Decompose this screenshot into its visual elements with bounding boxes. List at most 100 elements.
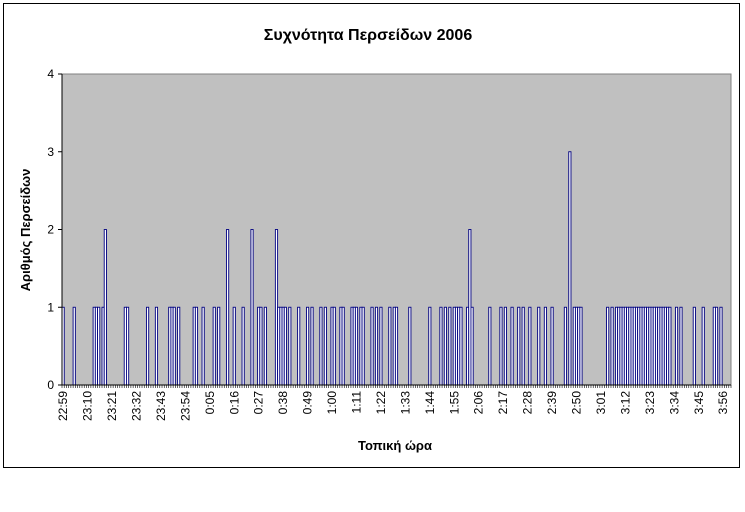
x-tick-label: 2:50 <box>570 391 584 415</box>
bar <box>470 306 474 386</box>
bar <box>521 306 525 386</box>
y-tick-label: 2 <box>47 223 54 237</box>
bar <box>354 306 359 386</box>
bar <box>146 306 150 386</box>
bar <box>668 306 672 386</box>
x-tick-label: 0:05 <box>203 391 217 415</box>
bar <box>517 306 521 386</box>
y-tick-label: 4 <box>47 67 54 81</box>
bar <box>510 306 514 386</box>
x-tick-label: 22:59 <box>56 391 70 421</box>
bar <box>217 306 221 386</box>
y-axis-ticks: 0 1 2 3 4 <box>47 67 62 392</box>
x-tick-label: 2:39 <box>545 391 559 415</box>
bar <box>323 306 327 386</box>
x-tick-label: 23:10 <box>81 391 95 421</box>
bar <box>379 306 383 386</box>
x-tick-label: 0:16 <box>227 391 241 415</box>
bar <box>263 306 267 386</box>
bar <box>610 306 614 386</box>
x-tick-label: 0:49 <box>301 391 315 415</box>
bar <box>692 306 696 386</box>
bar <box>428 306 432 386</box>
x-tick-label: 1:33 <box>398 391 412 415</box>
bar <box>443 306 447 386</box>
x-tick-label: 0:38 <box>276 391 290 415</box>
bar <box>439 306 443 386</box>
x-tick-label: 0:27 <box>252 391 266 415</box>
y-tick-label: 0 <box>47 378 54 392</box>
bar <box>719 306 723 386</box>
bar <box>459 306 463 386</box>
bar <box>297 306 301 386</box>
bar <box>499 306 503 386</box>
x-tick-label: 1:00 <box>325 391 339 415</box>
x-tick-label: 23:43 <box>154 391 168 421</box>
bar <box>543 306 547 386</box>
bar <box>563 306 567 386</box>
bar <box>332 306 336 386</box>
bar <box>550 306 554 386</box>
y-tick-label: 1 <box>47 300 54 314</box>
bar <box>97 306 101 386</box>
bar <box>448 306 452 386</box>
x-tick-label: 1:22 <box>374 391 388 415</box>
bar <box>714 306 719 386</box>
bar <box>568 151 572 386</box>
x-axis-title: Τοπική ώρα <box>358 438 432 453</box>
bar <box>606 306 610 386</box>
x-tick-label: 23:54 <box>178 391 192 421</box>
bar <box>370 306 374 386</box>
bar <box>679 306 683 386</box>
x-tick-label: 3:23 <box>643 391 657 415</box>
bar <box>528 306 532 386</box>
chart-title: Συχνότητα Περσείδων 2006 <box>264 27 473 44</box>
bar <box>288 306 292 386</box>
bar <box>194 306 199 386</box>
x-tick-label: 1:44 <box>423 391 437 415</box>
x-tick-label: 1:11 <box>349 391 363 414</box>
bar <box>232 306 236 386</box>
y-tick-label: 3 <box>47 145 54 159</box>
bar <box>250 229 254 386</box>
bar <box>306 306 310 386</box>
x-tick-label: 1:55 <box>447 391 461 415</box>
bar <box>126 306 130 386</box>
bar <box>177 306 181 386</box>
x-tick-label: 3:45 <box>692 391 706 415</box>
x-tick-label: 2:17 <box>496 391 510 415</box>
x-tick-label: 3:12 <box>618 391 632 415</box>
bar <box>701 306 705 386</box>
bar <box>212 306 216 386</box>
bar <box>103 229 107 386</box>
bar <box>388 306 392 386</box>
x-tick-label: 3:01 <box>594 391 608 415</box>
bar <box>674 306 679 386</box>
bar <box>394 306 399 386</box>
bar <box>488 306 492 386</box>
bar <box>154 306 159 386</box>
x-tick-label: 23:32 <box>129 391 143 421</box>
bar <box>579 306 583 386</box>
bar <box>72 306 76 386</box>
bar <box>310 306 314 386</box>
x-tick-label: 3:56 <box>716 391 730 415</box>
y-axis-title: Αριθμός Περσείδων <box>18 169 33 292</box>
bar <box>341 306 345 386</box>
bar <box>361 306 365 386</box>
x-tick-label: 3:34 <box>667 391 681 415</box>
bar <box>226 229 230 386</box>
bar <box>201 306 205 386</box>
bar <box>172 306 176 386</box>
x-axis-ticks: 22:59 23:10 23:21 23:32 23:43 23:54 0:05 0:16 0:… <box>56 385 732 421</box>
bar <box>537 306 541 386</box>
bar <box>503 306 507 386</box>
bar <box>259 306 263 386</box>
bar <box>241 306 245 386</box>
x-tick-label: 23:21 <box>105 391 119 421</box>
bar <box>408 306 412 386</box>
bar <box>374 306 379 386</box>
x-tick-label: 2:06 <box>472 391 486 415</box>
bar <box>319 306 323 386</box>
